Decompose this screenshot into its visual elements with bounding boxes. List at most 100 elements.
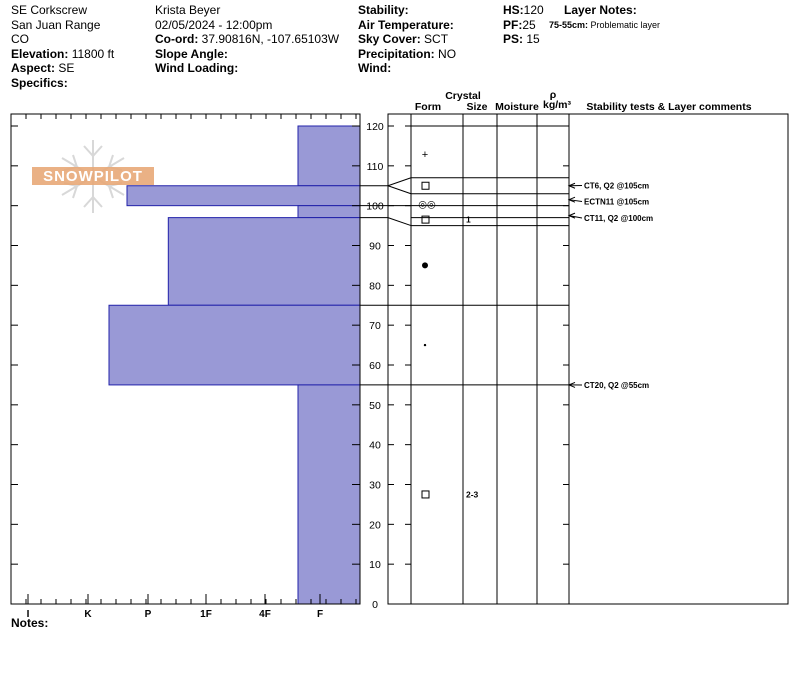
header-rho: ρ xyxy=(550,89,557,101)
snowpilot-logo: SNOWPILOT xyxy=(32,140,154,213)
hardness-frame xyxy=(10,113,361,605)
height-label-80: 80 xyxy=(369,280,381,292)
hardness-bars xyxy=(108,125,361,605)
header-col-observer: Krista Beyer 02/05/2024 - 12:00pm Co-ord… xyxy=(155,3,339,76)
sky-cover-label: Sky Cover: xyxy=(358,32,421,46)
grain-form-5 xyxy=(423,343,427,347)
hardness-label-4f: 4F xyxy=(259,609,271,620)
hardness-bar-2 xyxy=(297,205,361,219)
stability-arrowhead-0 xyxy=(567,182,576,189)
height-label-60: 60 xyxy=(369,360,381,372)
elevation-value: 11800 ft xyxy=(68,46,115,61)
height-label-70: 70 xyxy=(369,320,381,332)
coord-label: Co-ord: xyxy=(155,32,199,46)
ps: PS: 15 xyxy=(503,32,544,47)
observation-datetime: 02/05/2024 - 12:00pm xyxy=(155,17,273,32)
precip-value: NO xyxy=(434,46,457,61)
stability: Stability: xyxy=(358,3,456,18)
grain-form-2: ◎◎ xyxy=(418,200,436,211)
wind-label: Wind: xyxy=(358,61,392,75)
coord-value: 37.90816N, -107.65103W xyxy=(198,32,340,46)
hs-value: 120 xyxy=(523,3,544,17)
precipitation: Precipitation: NO xyxy=(358,47,456,62)
hs-label: HS: xyxy=(503,3,524,17)
stability-arrowhead-3 xyxy=(567,381,576,388)
stability-label: Stability: xyxy=(358,3,409,17)
grain-size-3: 1 xyxy=(466,215,471,225)
header-crystal: Crystal xyxy=(445,90,481,102)
header-col-location: SE Corkscrew San Juan Range CO Elevation… xyxy=(11,3,114,90)
height-label-40: 40 xyxy=(369,440,381,452)
mountain-range: San Juan Range xyxy=(11,17,101,32)
layer-connector-0 xyxy=(387,177,412,187)
elevation-label: Elevation: xyxy=(11,46,69,61)
sky-cover-value: SCT xyxy=(420,32,449,46)
hardness-label-i: I xyxy=(27,609,30,620)
height-label-100: 100 xyxy=(366,201,384,213)
stability-arrowhead-1 xyxy=(567,196,576,203)
sky-cover: Sky Cover: SCT xyxy=(358,32,456,47)
wind-loading-label: Wind Loading: xyxy=(155,61,239,75)
wind: Wind: xyxy=(358,61,456,76)
header-size: Size xyxy=(466,101,487,113)
logo-banner xyxy=(32,167,154,185)
hardness-bar-0 xyxy=(297,125,361,187)
height-label-120: 120 xyxy=(366,121,384,133)
profile-table xyxy=(387,113,789,605)
aspect-value: SE xyxy=(55,61,75,75)
header-stability: Stability tests & Layer comments xyxy=(586,101,751,113)
air-temperature: Air Temperature: xyxy=(358,18,456,33)
layer-notes: Layer Notes: 75-55cm: Problematic layer xyxy=(549,3,660,32)
grain-form-0: + xyxy=(422,149,428,161)
column-headers: Crystal Form Size Moisture ρ kg/m³ Stabi… xyxy=(415,89,752,113)
coordinates: Co-ord: 37.90816N, -107.65103W xyxy=(155,32,339,47)
header-density-unit: kg/m³ xyxy=(543,99,572,111)
grain-form-6 xyxy=(421,490,430,499)
slope-label: Slope Angle: xyxy=(155,46,228,61)
stability-tests: CT6, Q2 @105cm ECTN11 @105cm CT11, Q2 @100… xyxy=(567,182,653,390)
aspect: Aspect: SE xyxy=(11,61,114,76)
table-outer-frame xyxy=(387,113,789,605)
height-label-0: 0 xyxy=(372,599,378,611)
grain-form-4 xyxy=(422,262,428,269)
specifics-label: Specifics: xyxy=(11,75,68,90)
location-name: SE Corkscrew xyxy=(11,3,88,17)
header-col-conditions: Stability: Air Temperature: Sky Cover: S… xyxy=(358,3,456,76)
stability-test-3: CT20, Q2 @55cm xyxy=(584,381,649,390)
header-moisture: Moisture xyxy=(495,101,539,113)
stability-arrow-1 xyxy=(568,199,583,202)
height-label-110: 110 xyxy=(367,161,384,173)
pf: PF:25 xyxy=(503,18,544,33)
state: CO xyxy=(11,32,29,46)
table-ticks xyxy=(388,125,569,605)
layer-connector-3 xyxy=(387,217,412,227)
header-col-snowpack: HS:120 PF:25 PS: 15 xyxy=(503,3,544,47)
height-label-50: 50 xyxy=(369,400,381,412)
stability-test-2: CT11, Q2 @100cm xyxy=(584,214,653,223)
table-layer-rows xyxy=(360,125,569,386)
height-axis: 0 10 20 30 40 50 60 70 80 90 100 110 120 xyxy=(11,121,384,611)
wind-loading: Wind Loading: xyxy=(155,61,339,76)
layer-connector-1 xyxy=(387,185,412,195)
hardness-label-k: K xyxy=(84,609,92,620)
grain-forms: + ◎◎ 1 2-3 xyxy=(418,149,478,500)
stability-test-1: ECTN11 @105cm xyxy=(584,198,649,207)
precip-label: Precipitation: xyxy=(358,46,435,61)
aspect-label: Aspect: xyxy=(11,61,56,75)
ps-label: PS: xyxy=(503,32,524,46)
logo-text: SNOWPILOT xyxy=(43,168,143,185)
grain-size-6: 2-3 xyxy=(466,489,479,499)
slope-angle: Slope Angle: xyxy=(155,47,339,62)
layer-notes-title: Layer Notes: xyxy=(564,3,637,17)
hs: HS:120 xyxy=(503,3,544,18)
grain-form-1 xyxy=(421,181,430,190)
layer-note-text: Problematic layer xyxy=(588,19,661,30)
hardness-bar-5 xyxy=(297,384,361,605)
layer-note-range: 75-55cm: xyxy=(549,19,589,30)
ps-value: 15 xyxy=(523,32,540,46)
header-form: Form xyxy=(415,101,441,113)
height-label-10: 10 xyxy=(369,559,381,571)
hardness-bar-3 xyxy=(167,217,361,306)
height-label-20: 20 xyxy=(369,519,381,531)
